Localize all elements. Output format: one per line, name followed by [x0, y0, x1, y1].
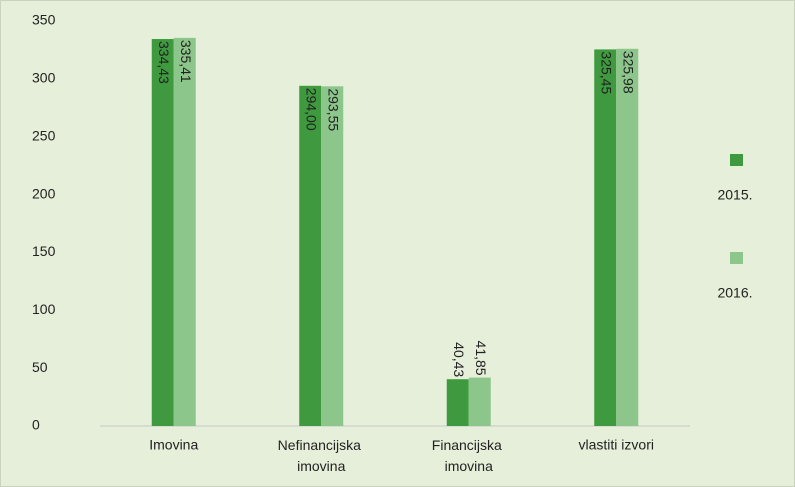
y-tick-label: 250 — [32, 127, 56, 143]
y-tick-label: 0 — [32, 417, 40, 433]
legend-label: 2015. — [717, 187, 752, 203]
bar — [468, 377, 491, 426]
bar — [616, 48, 639, 427]
bar — [151, 39, 174, 426]
x-tick-label: vlastiti izvori — [579, 437, 654, 453]
legend-swatch — [730, 154, 743, 166]
data-label: 325,98 — [621, 51, 637, 94]
x-tick-label: Imovina — [149, 437, 198, 453]
data-label: 41,85 — [473, 341, 489, 376]
data-label: 334,43 — [156, 41, 172, 84]
bar — [321, 86, 344, 427]
y-tick-label: 100 — [32, 301, 56, 317]
bar — [173, 37, 196, 426]
data-label: 325,45 — [599, 51, 615, 94]
bar — [299, 85, 322, 427]
bar — [446, 379, 469, 426]
legend-swatch — [730, 252, 743, 264]
data-label: 40,43 — [451, 342, 467, 377]
y-tick-label: 350 — [32, 12, 56, 28]
legend-label: 2016. — [717, 285, 752, 301]
x-tick-label: Nefinancijska imovina — [278, 437, 365, 474]
data-label: 335,41 — [178, 40, 194, 83]
y-tick-label: 150 — [32, 243, 56, 259]
data-label: 294,00 — [304, 88, 320, 131]
y-tick-label: 300 — [32, 70, 56, 86]
bar — [594, 49, 617, 426]
y-tick-label: 200 — [32, 185, 56, 201]
x-tick-label: Financijska imovina — [432, 437, 506, 474]
y-tick-label: 50 — [32, 359, 48, 375]
data-label: 293,55 — [326, 88, 342, 131]
